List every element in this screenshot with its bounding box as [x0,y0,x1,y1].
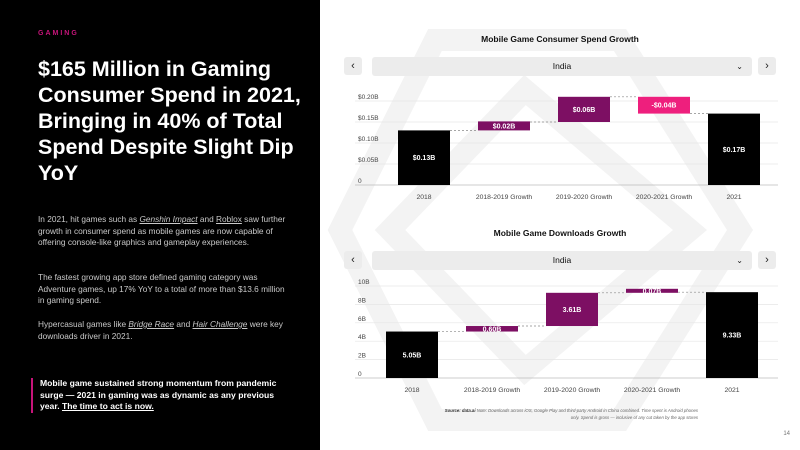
y-tick-label: 2B [358,353,366,360]
chart1-svg: 0 $0.05B $0.10B $0.15B $0.20B $0.13B 2018 $0.02… [355,94,778,201]
bar-2018 [398,130,450,185]
data-label: -$0.04B [652,103,677,110]
x-tick-label: 2021 [724,387,739,394]
body-paragraph-2: The fastest growing app store defined ga… [38,272,285,305]
callout-cta-link[interactable]: The time to act is now. [61,401,154,411]
chart1-title: Mobile Game Consumer Spend Growth [481,34,639,44]
chevron-left-icon: ‹ [351,60,355,72]
y-tick-label: $0.20B [358,94,379,101]
x-tick-label: 2020-2021 Growth [624,387,681,394]
data-label: 0.07B [643,288,662,295]
p3-text-b: and [174,319,193,329]
bar-2021 [706,292,758,378]
chart2-title: Mobile Game Downloads Growth [493,228,627,238]
x-tick-label: 2021 [726,194,741,201]
y-tick-label: 0 [358,371,362,378]
left-panel: GAMING $165 Million in Gaming Consumer S… [0,0,320,450]
genshin-impact-link[interactable]: Genshin Impact [139,214,198,224]
hair-challenge-link[interactable]: Hair Challenge [192,319,248,329]
data-label: $0.06B [573,107,596,114]
p1-text-a: In 2021, hit games such as [38,214,140,224]
y-tick-label: $0.15B [358,115,379,122]
chart1-select-value: India [552,61,572,71]
chart2-country-select[interactable]: India ⌄ [372,251,752,270]
y-tick-label: $0.10B [358,136,379,143]
bar-2020-2021-growth [638,96,690,114]
chart1-country-select[interactable]: India ⌄ [372,57,752,76]
y-tick-label: 10B [358,279,370,286]
right-panel: Mobile Game Consumer Spend Growth ‹ Indi… [320,0,800,450]
bar-2018-2019-growth [478,121,530,131]
data-label: $0.13B [413,155,436,162]
chevron-right-icon: › [765,254,769,266]
source-label: Source: data.ai [444,408,476,413]
data-label: 0.60B [483,326,502,333]
chevron-down-icon: ⌄ [736,62,743,71]
chart2-next-button[interactable]: › [758,251,776,269]
source-text: Note: Downloads across iOS, Google Play … [475,408,698,420]
bridge-race-link[interactable]: Bridge Race [128,319,175,329]
chevron-left-icon: ‹ [351,254,355,266]
bar-2018-2019-growth [466,326,518,332]
section-eyebrow: GAMING [38,30,79,37]
x-tick-label: 2019-2020 Growth [556,194,613,201]
body-paragraph-3: Hypercasual games like Bridge Race and H… [38,319,288,342]
bar-2018 [386,331,438,378]
chart2-select-value: India [552,255,572,265]
x-tick-label: 2018 [416,194,431,201]
bar-2021 [708,113,760,185]
chart2-svg: 0 2B 4B 6B 8B 10B 5.05B 2018 0.60B 2018-2019 Grow… [355,279,778,394]
y-tick-label: 6B [358,316,366,323]
source-note: Source: data.ai Note: Downloads across i… [438,408,698,421]
data-label: $0.02B [493,123,516,130]
p3-text-a: Hypercasual games like [38,319,129,329]
y-tick-label: 0 [358,178,362,185]
callout-text: Mobile game sustained strong momentum fr… [40,378,277,411]
data-label: 5.05B [403,352,422,359]
y-tick-label: 8B [358,297,366,304]
chart1-prev-button[interactable]: ‹ [344,57,362,75]
chart2-prev-button[interactable]: ‹ [344,251,362,269]
y-tick-label: $0.05B [358,157,379,164]
x-tick-label: 2018 [404,387,419,394]
x-tick-label: 2019-2020 Growth [544,387,601,394]
x-tick-label: 2018-2019 Growth [476,194,533,201]
data-label: 3.61B [563,307,582,314]
x-tick-label: 2018-2019 Growth [464,387,521,394]
chevron-right-icon: › [765,60,769,72]
page-headline: $165 Million in Gaming Consumer Spend in… [38,57,301,185]
p1-text-c: saw further growth in consumer spend as … [38,214,286,247]
chart1-next-button[interactable]: › [758,57,776,75]
body-paragraph-1: In 2021, hit games such as Genshin Impac… [38,214,288,249]
data-label: $0.17B [723,147,746,154]
bar-2019-2020-growth [546,292,598,327]
p1-text-b: and [197,214,217,224]
data-label: 9.33B [723,333,742,340]
y-tick-label: 4B [358,334,366,341]
bar-2019-2020-growth [558,96,610,122]
page-number: 14 [783,431,790,437]
roblox-link[interactable]: Roblox [216,214,242,224]
callout-box: Mobile game sustained strong momentum fr… [31,378,291,413]
chevron-down-icon: ⌄ [736,256,743,265]
x-tick-label: 2020-2021 Growth [636,194,693,201]
p3-text-c: were key downloads driver in 2021. [38,319,283,341]
bar-2020-2021-growth [626,288,678,293]
